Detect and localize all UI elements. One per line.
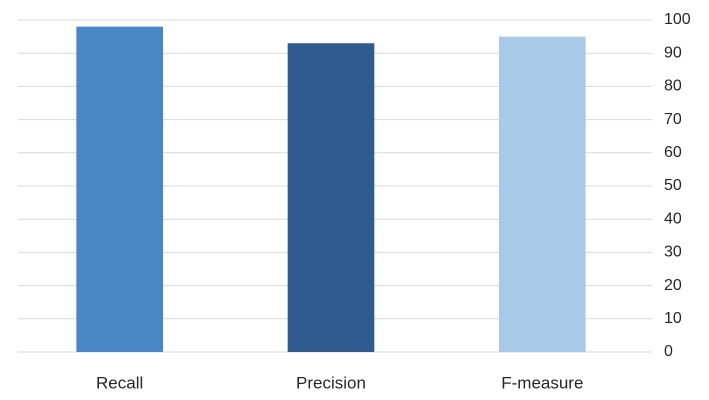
- bar: [287, 43, 375, 353]
- y-tick-label: 100: [664, 11, 691, 28]
- y-tick-label: 30: [664, 244, 682, 261]
- y-tick-label: 10: [664, 310, 682, 327]
- y-tick-label: 70: [664, 111, 682, 128]
- y-tick-label: 0: [664, 343, 673, 360]
- bar: [499, 36, 586, 352]
- x-tick-label: F-measure: [501, 373, 583, 392]
- x-tick-label: Recall: [96, 373, 143, 392]
- y-tick-label: 80: [664, 78, 682, 95]
- y-tick-label: 60: [664, 144, 682, 161]
- y-tick-label: 90: [664, 44, 682, 61]
- bar: [76, 26, 163, 352]
- y-tick-label: 20: [664, 277, 682, 294]
- x-tick-label: Precision: [296, 373, 366, 392]
- y-tick-label: 40: [664, 210, 682, 227]
- y-tick-label: 50: [664, 177, 682, 194]
